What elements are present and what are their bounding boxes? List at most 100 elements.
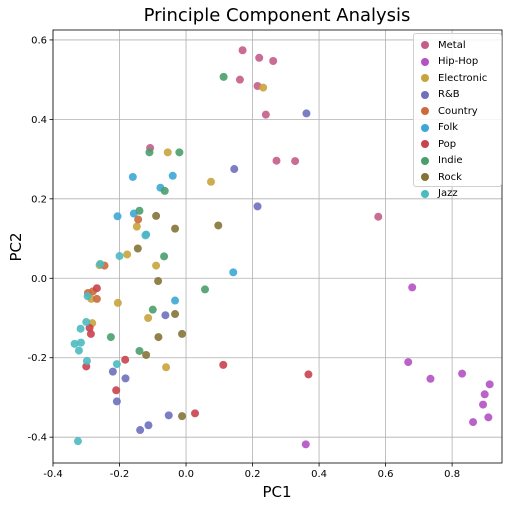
data-point-electronic xyxy=(144,314,153,323)
data-point-rock xyxy=(214,221,223,230)
data-point-metal xyxy=(261,110,270,119)
x-tick-label: -0.4 xyxy=(43,469,63,480)
data-point-indie xyxy=(160,186,169,195)
data-point-electronic xyxy=(123,250,132,259)
data-point-rock xyxy=(178,329,187,338)
data-point-pop xyxy=(92,284,101,293)
data-point-pop xyxy=(191,409,200,418)
data-point-r-b xyxy=(164,411,173,420)
y-axis-label: PC2 xyxy=(7,232,25,261)
data-point-jazz xyxy=(82,317,91,326)
x-tick-label: 0.0 xyxy=(178,469,194,480)
legend-swatch xyxy=(421,173,429,182)
legend-swatch xyxy=(421,189,429,198)
data-point-folk xyxy=(168,171,177,180)
data-point-jazz xyxy=(76,338,85,347)
legend-swatch xyxy=(421,41,429,50)
data-points xyxy=(70,46,494,449)
data-point-electronic xyxy=(206,177,215,186)
data-point-jazz xyxy=(115,252,124,261)
data-point-jazz xyxy=(141,231,150,240)
legend: Metal Hip-Hop Electronic R&B Country Folk Pop I… xyxy=(413,33,502,199)
data-point-indie xyxy=(135,206,144,215)
data-point-rock xyxy=(171,310,180,319)
data-point-hip-hop xyxy=(408,283,417,292)
y-tick-label: 0.0 xyxy=(31,274,47,285)
data-point-pop xyxy=(85,323,94,332)
legend-label: Folk xyxy=(438,122,459,134)
x-tick-label: 0.8 xyxy=(444,469,460,480)
data-point-electronic xyxy=(162,363,171,372)
data-point-rock xyxy=(152,211,161,220)
chart-title: Principle Component Analysis xyxy=(144,5,411,26)
data-point-jazz xyxy=(70,339,79,348)
data-point-rock xyxy=(142,350,151,359)
legend-item-rock: Rock xyxy=(421,169,501,186)
data-point-electronic xyxy=(163,148,172,157)
legend-label: Hip-Hop xyxy=(438,56,479,68)
legend-swatch xyxy=(421,107,429,116)
data-point-hip-hop xyxy=(484,413,493,422)
data-point-indie xyxy=(145,148,154,157)
data-point-jazz xyxy=(83,292,92,301)
legend-item-pop: Pop xyxy=(421,136,501,153)
data-point-hip-hop xyxy=(404,358,413,367)
data-point-hip-hop xyxy=(480,390,489,399)
data-point-folk xyxy=(113,212,122,221)
data-point-electronic xyxy=(113,298,122,307)
data-point-jazz xyxy=(74,346,83,355)
data-point-folk xyxy=(171,296,180,305)
data-point-rock xyxy=(178,412,187,421)
x-axis-ticks: -0.4 -0.2 0.0 0.2 0.4 0.6 0.8 xyxy=(43,463,460,480)
y-axis-ticks: -0.4 -0.2 0.0 0.2 0.4 0.6 xyxy=(27,35,53,444)
data-point-r-b xyxy=(161,311,170,320)
legend-swatch xyxy=(421,123,429,132)
y-tick-label: 0.4 xyxy=(31,115,47,126)
data-point-jazz xyxy=(76,324,85,333)
data-point-jazz xyxy=(73,437,82,446)
data-point-r-b xyxy=(136,426,145,435)
y-tick-label: -0.2 xyxy=(27,353,47,364)
series-folk xyxy=(113,171,238,305)
legend-label: Pop xyxy=(438,138,457,150)
data-point-pop xyxy=(304,370,313,379)
series-jazz xyxy=(70,231,150,446)
data-point-metal xyxy=(374,212,383,221)
data-point-hip-hop xyxy=(458,369,467,378)
legend-swatch xyxy=(421,74,429,83)
y-tick-label: -0.4 xyxy=(27,433,47,444)
legend-item-folk: Folk xyxy=(421,120,501,137)
series-rock xyxy=(133,211,223,421)
data-point-folk xyxy=(229,268,238,277)
data-point-folk xyxy=(128,172,137,181)
legend-item-hip-hop: Hip-Hop xyxy=(421,54,501,71)
legend-swatch xyxy=(421,156,429,165)
data-point-jazz xyxy=(96,259,105,268)
data-point-jazz xyxy=(82,356,91,365)
data-point-indie xyxy=(175,148,184,157)
legend-item-metal: Metal xyxy=(421,37,501,54)
data-point-indie xyxy=(219,72,228,81)
data-point-electronic xyxy=(259,83,268,92)
data-point-r-b xyxy=(144,421,153,430)
data-point-electronic xyxy=(152,261,161,270)
legend-item-country: Country xyxy=(421,103,501,120)
x-tick-label: 0.4 xyxy=(311,469,327,480)
series-hip-hop xyxy=(301,283,494,449)
data-point-hip-hop xyxy=(479,400,488,409)
data-point-indie xyxy=(135,346,144,355)
data-point-hip-hop xyxy=(426,374,435,383)
data-point-indie xyxy=(106,333,115,342)
legend-item-electronic: Electronic xyxy=(421,70,501,87)
data-point-hip-hop xyxy=(301,440,310,449)
legend-label: Jazz xyxy=(438,188,458,200)
data-point-metal xyxy=(255,53,264,62)
data-point-r-b xyxy=(302,109,311,118)
data-point-hip-hop xyxy=(485,380,494,389)
data-point-pop xyxy=(219,360,228,369)
data-point-rock xyxy=(171,224,180,233)
data-point-r-b xyxy=(108,367,117,376)
data-point-hip-hop xyxy=(469,418,478,427)
data-point-pop xyxy=(112,386,121,395)
data-point-pop xyxy=(121,355,130,364)
